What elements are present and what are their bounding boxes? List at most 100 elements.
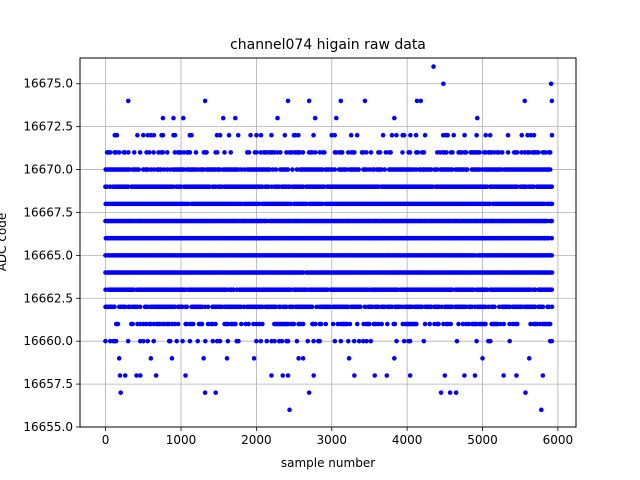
data-point [532,287,538,292]
data-point [549,270,555,275]
data-point [368,338,374,344]
data-point [380,132,386,138]
data-point [137,338,143,344]
data-point [528,132,534,138]
data-point [269,132,274,138]
data-point [339,150,345,155]
data-points [103,64,555,413]
data-point [160,132,166,138]
data-point [171,115,176,121]
y-tick-label: 16670.0 [23,163,73,177]
data-point [151,150,156,155]
data-point [137,304,143,310]
data-point [528,321,533,327]
data-point [125,98,131,104]
data-point [122,150,128,155]
y-tick-label: 16655.0 [23,420,73,434]
data-point [414,321,419,327]
data-point [401,338,407,344]
data-point [540,373,546,378]
data-point [275,115,280,121]
data-point [472,373,478,378]
data-point [222,150,227,155]
data-point [145,167,151,172]
data-point [333,115,339,121]
data-point [278,150,283,155]
data-point [466,321,472,327]
data-point [285,98,291,104]
data-point [190,321,196,327]
data-point [407,150,413,155]
data-point [125,184,131,190]
data-point [287,407,292,413]
data-point [454,338,460,344]
data-point [382,167,387,172]
data-point [384,373,390,378]
data-point [526,356,532,361]
data-point [213,321,218,327]
data-point [228,150,234,155]
chart-title: channel074 higain raw data [230,37,426,53]
data-point [539,407,544,413]
data-point [122,304,128,310]
data-point [172,132,178,138]
data-point [477,150,482,155]
data-point [169,356,175,361]
data-point [231,287,236,292]
data-point [145,338,150,344]
data-point [112,304,117,310]
data-point [392,115,397,121]
data-point [392,321,398,327]
data-point [296,132,301,138]
data-point [338,98,344,104]
data-point [330,321,336,327]
data-point [151,167,157,172]
data-point [441,81,446,87]
data-point [413,167,419,172]
data-point [279,338,285,344]
data-point [519,132,525,138]
data-point [450,150,455,155]
data-point [438,390,444,395]
data-point [153,373,159,378]
data-point [205,304,211,310]
data-point [346,356,352,361]
data-point [306,98,312,104]
y-tick-label: 16662.5 [23,291,73,305]
data-point [422,321,428,327]
data-point [214,150,220,155]
data-point [471,287,476,292]
data-point [549,218,555,224]
data-point [492,304,497,310]
data-point [189,132,194,138]
data-point [507,338,513,344]
data-point [131,150,137,155]
data-point [145,132,151,138]
data-point [126,150,131,155]
data-point [213,390,218,395]
data-point [103,287,108,292]
data-point [236,338,241,344]
y-tick-label: 16672.5 [23,120,73,134]
data-point [160,150,166,155]
data-point [407,338,413,344]
data-point [474,132,479,138]
data-point [254,338,259,344]
data-point [394,338,399,344]
data-point [505,132,511,138]
data-point [140,132,146,138]
data-point [180,115,186,121]
data-point [226,132,232,138]
data-point [549,338,555,344]
data-point [462,132,467,138]
data-point [183,373,188,378]
data-point [436,321,441,327]
data-point [285,167,291,172]
data-point [312,115,318,121]
data-point [422,132,428,138]
data-point [549,287,555,292]
data-point [172,321,178,327]
x-tick-label: 2000 [241,433,272,447]
data-point [122,373,128,378]
data-point [549,304,555,310]
